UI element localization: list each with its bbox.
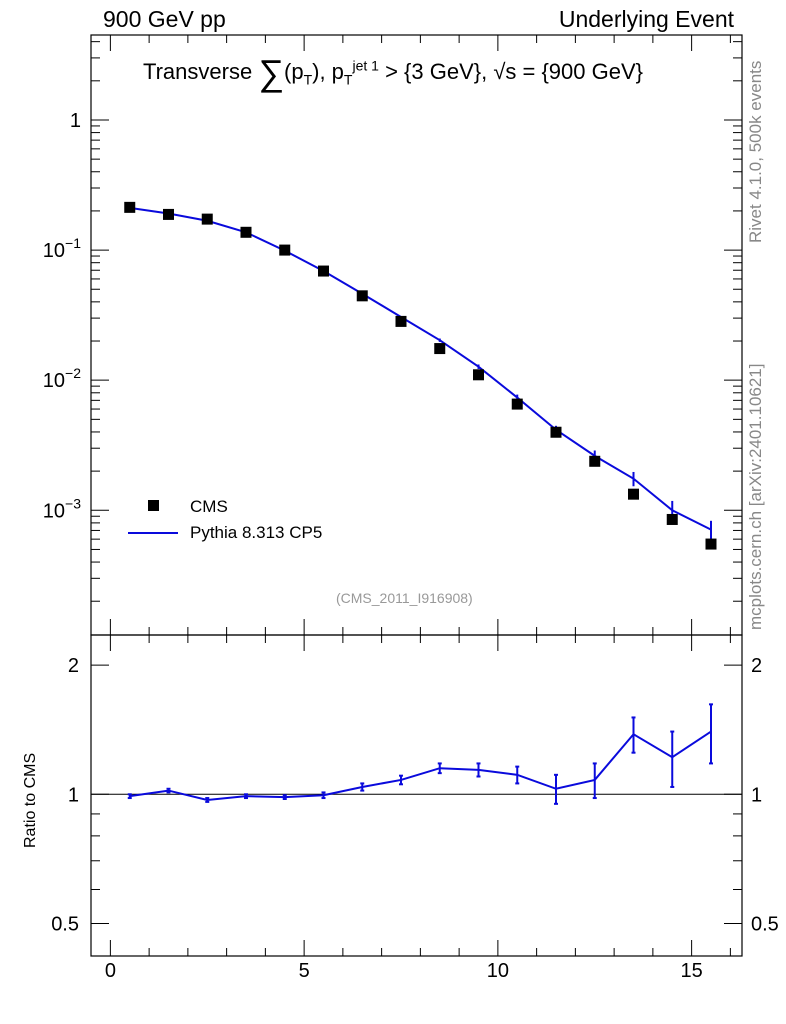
y-tick-label: 10−2 bbox=[43, 365, 81, 392]
title-close: ), p bbox=[312, 59, 344, 84]
ratio-line bbox=[129, 730, 712, 801]
ratio-y-tick-label: 0.5 bbox=[51, 913, 79, 935]
ratio-series bbox=[91, 703, 742, 805]
legend-pythia-label: Pythia 8.313 CP5 bbox=[190, 523, 323, 542]
ratio-plot-frame bbox=[90, 634, 743, 957]
x-tick-label: 15 bbox=[681, 960, 703, 982]
legend-cms-label: CMS bbox=[190, 497, 228, 516]
title-body: (p bbox=[284, 59, 304, 84]
main-plot-frame bbox=[90, 34, 743, 636]
ratio-y-tick-label-right: 2 bbox=[751, 655, 762, 677]
ratio-axis-label: Ratio to CMS bbox=[22, 752, 39, 848]
header-observable: Underlying Event bbox=[558, 6, 734, 32]
y-tick-label: 1 bbox=[70, 110, 81, 132]
cms-data-point bbox=[201, 213, 213, 225]
cms-data-point bbox=[434, 343, 446, 355]
x-tick-label: 10 bbox=[487, 960, 509, 982]
title-tail: > {3 GeV}, √s = {900 GeV} bbox=[378, 59, 643, 84]
y-tick-label: 10−3 bbox=[43, 495, 81, 522]
y-tick-exponent: −2 bbox=[65, 365, 81, 381]
y-tick-exponent: −1 bbox=[65, 235, 81, 251]
cms-data-point bbox=[163, 208, 174, 220]
cms-data-point bbox=[124, 201, 136, 213]
cms-data-point bbox=[589, 455, 601, 467]
y-tick-exponent: −3 bbox=[65, 495, 81, 511]
title-sub: T bbox=[303, 71, 313, 88]
title-sum-symbol: ∑ bbox=[258, 52, 284, 93]
title-sup-jet: jet 1 bbox=[352, 57, 379, 74]
cms-data-point bbox=[318, 265, 329, 277]
ratio-y-tick-label-right: 1 bbox=[751, 784, 762, 806]
cms-data-point bbox=[628, 488, 639, 500]
tick-labels: 0 5 10 15 1 10−1 10−2 10−3 0.5 0.5 1 1 2 2 bbox=[43, 110, 779, 982]
cms-data-point bbox=[511, 398, 523, 410]
axis-ticks bbox=[91, 35, 742, 956]
rivet-info: Rivet 4.1.0, 500k events bbox=[746, 60, 765, 243]
ratio-y-tick-label-right: 0.5 bbox=[751, 913, 779, 935]
cms-data-point bbox=[705, 538, 717, 550]
title-prefix: Transverse bbox=[142, 59, 253, 84]
x-tick-label: 0 bbox=[105, 960, 116, 982]
pythia-line bbox=[129, 206, 712, 531]
mcplots-info: mcplots.cern.ch [arXiv:2401.10621] bbox=[746, 363, 765, 630]
legend-cms-marker bbox=[148, 500, 159, 511]
cms-data-point bbox=[473, 369, 484, 381]
ratio-y-tick-label: 2 bbox=[68, 655, 79, 677]
ratio-y-tick-label: 1 bbox=[68, 784, 79, 806]
cms-data-point bbox=[279, 244, 291, 256]
cms-data-point bbox=[240, 226, 252, 238]
cms-data-point bbox=[356, 290, 368, 302]
y-tick-label: 10−1 bbox=[43, 235, 81, 262]
cms-data-point bbox=[666, 513, 678, 525]
cms-data-point bbox=[550, 426, 562, 438]
title-sub-2: T bbox=[343, 71, 353, 88]
plot-title: Transverse ∑(pT), pTjet 1 > {3 GeV}, √s … bbox=[0, 52, 786, 94]
header-collision: 900 GeV pp bbox=[103, 6, 226, 32]
x-tick-label: 5 bbox=[299, 960, 310, 982]
cms-data-point bbox=[395, 315, 407, 327]
analysis-id: (CMS_2011_I916908) bbox=[336, 590, 473, 606]
main-series bbox=[124, 201, 717, 550]
